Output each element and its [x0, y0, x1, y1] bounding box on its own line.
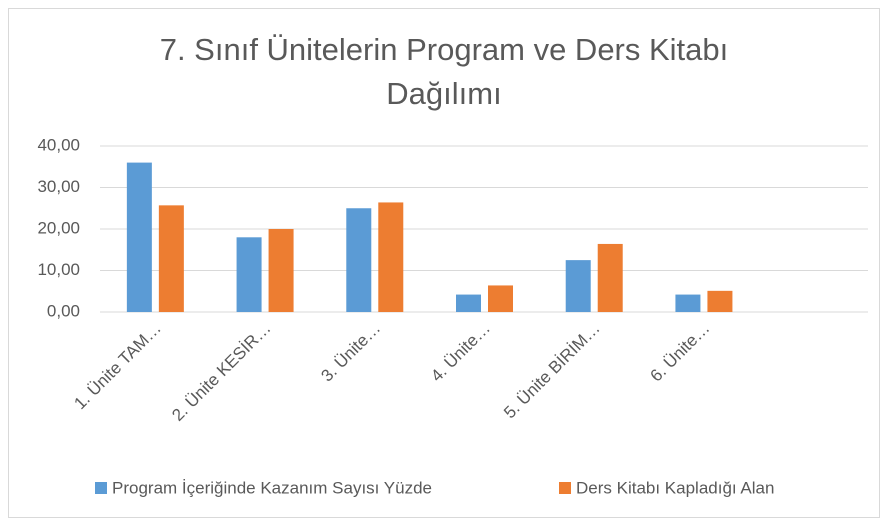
bar [707, 290, 733, 312]
chart-title: 7. Sınıf Ünitelerin Program ve Ders Kita… [159, 32, 729, 111]
y-tick-label: 20,00 [37, 218, 80, 237]
legend-label: Program İçeriğinde Kazanım Sayısı Yüzde [112, 478, 432, 497]
bar [346, 208, 372, 312]
y-tick-label: 10,00 [37, 260, 80, 279]
bar [456, 294, 481, 312]
bar [675, 294, 701, 312]
bar [126, 162, 152, 312]
bar [565, 260, 591, 312]
legend-label: Ders Kitabı Kapladığı Alan [576, 478, 774, 497]
legend-swatch [95, 482, 107, 494]
chart-border [8, 8, 880, 518]
y-tick-label: 40,00 [37, 135, 80, 154]
y-tick-label: 0,00 [47, 301, 80, 320]
bar [488, 285, 513, 312]
bar [268, 229, 294, 312]
bar [236, 237, 262, 312]
bar [158, 205, 184, 312]
bar [597, 243, 623, 312]
y-tick-label: 30,00 [37, 177, 80, 196]
bar [378, 202, 404, 312]
legend-swatch [559, 482, 571, 494]
